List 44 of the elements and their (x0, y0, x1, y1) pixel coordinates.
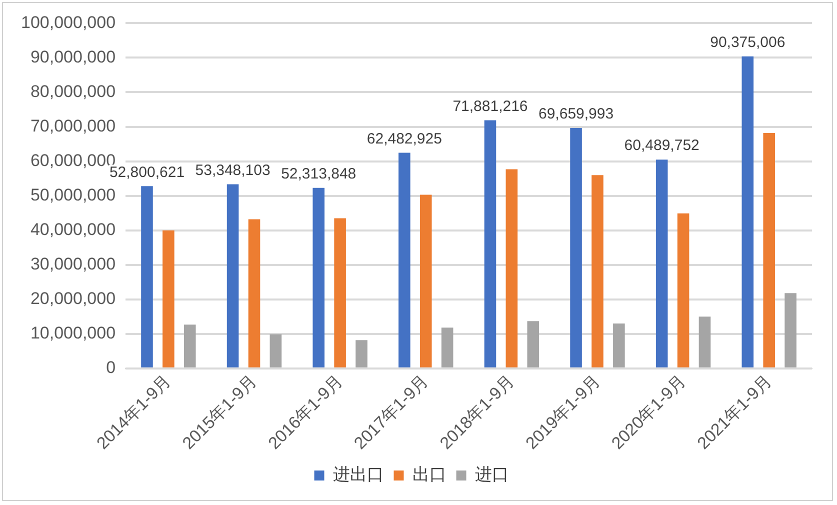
bar (441, 328, 454, 368)
bar (270, 334, 282, 368)
y-tick-label: 70,000,000 (30, 116, 116, 136)
bar (398, 152, 410, 368)
y-tick-label: 20,000,000 (30, 289, 116, 308)
legend-label: 进出口 (332, 465, 384, 484)
data-label: 53,348,103 (195, 162, 270, 179)
bar (484, 120, 496, 368)
bar (763, 132, 775, 368)
bar (312, 188, 325, 368)
legend-label: 进口 (474, 465, 509, 484)
y-tick-label: 30,000,000 (30, 254, 116, 274)
data-label: 60,489,752 (624, 137, 700, 154)
y-tick-label: 50,000,000 (30, 185, 116, 204)
y-tick-label: 10,000,000 (30, 324, 116, 343)
y-tick-label: 0 (106, 358, 116, 378)
data-label: 90,375,006 (710, 34, 786, 52)
y-tick-label: 40,000,000 (30, 220, 116, 240)
y-tick-label: 80,000,000 (30, 82, 116, 101)
bar (334, 218, 346, 368)
bar (698, 316, 711, 368)
bar (592, 175, 604, 368)
y-tick-label: 100,000,000 (20, 12, 116, 32)
bar (784, 293, 796, 368)
data-label: 62,482,925 (366, 130, 442, 148)
bar (677, 213, 690, 368)
bar (613, 324, 625, 368)
bar (656, 160, 668, 368)
bar (162, 230, 174, 368)
bar (506, 169, 518, 368)
bar (570, 128, 582, 368)
bar (420, 194, 432, 368)
bar (527, 321, 540, 368)
data-label: 69,659,993 (538, 106, 614, 123)
bar (742, 56, 754, 368)
bar (356, 340, 368, 368)
data-label: 52,313,848 (281, 165, 356, 182)
bar (248, 219, 260, 368)
legend-label: 出口 (412, 465, 446, 484)
y-tick-label: 90,000,000 (30, 47, 116, 66)
bar (184, 324, 196, 368)
bar (141, 186, 153, 368)
bar (226, 184, 239, 368)
data-label: 71,881,216 (452, 98, 528, 115)
